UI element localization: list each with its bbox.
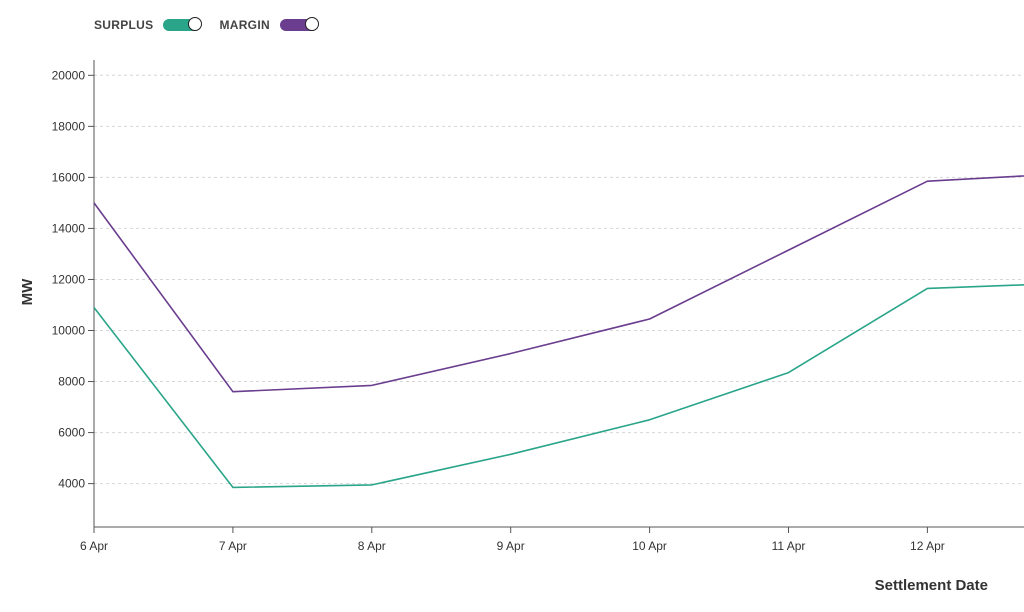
legend-label-surplus: SURPLUS [94,18,154,32]
y-tick-label: 6000 [58,426,85,440]
surplus-toggle[interactable] [163,17,203,31]
chart-legend: SURPLUS MARGIN [94,17,319,32]
x-tick-label: 12 Apr [910,539,945,553]
y-axis-ticks: 4000 6000 8000 10000 12000 14000 16000 18000 200… [52,68,94,491]
x-axis-ticks: 6 Apr 7 Apr 8 Apr 9 Apr 10 Apr 11 Apr 12 Apr [80,527,945,553]
series-line-margin [93,175,1024,393]
x-tick-label: 10 Apr [632,539,667,553]
y-tick-label: 10000 [52,324,86,338]
margin-toggle[interactable] [279,17,319,31]
x-tick-label: 8 Apr [358,539,386,553]
y-tick-label: 12000 [52,272,86,286]
legend-item-surplus[interactable]: SURPLUS [94,17,203,32]
legend-item-margin[interactable]: MARGIN [219,17,319,32]
x-tick-label: 11 Apr [772,539,806,553]
x-axis-title: Settlement Date [875,577,988,594]
gridlines [94,74,1024,485]
y-tick-label: 18000 [52,119,86,133]
legend-label-margin: MARGIN [219,18,270,32]
y-tick-label: 4000 [58,477,85,491]
y-axis-title: MW [19,278,36,305]
toggle-knob-icon [304,17,319,31]
y-tick-label: 20000 [52,68,86,82]
x-tick-label: 9 Apr [497,539,525,553]
y-tick-label: 16000 [52,170,86,184]
series-line-surplus [93,284,1024,489]
x-tick-label: 7 Apr [219,539,247,553]
toggle-knob-icon [188,17,203,31]
series-lines [93,175,1024,489]
y-tick-label: 8000 [58,375,85,389]
y-tick-label: 14000 [52,221,86,235]
axes [93,60,1024,528]
x-tick-label: 6 Apr [80,539,108,553]
